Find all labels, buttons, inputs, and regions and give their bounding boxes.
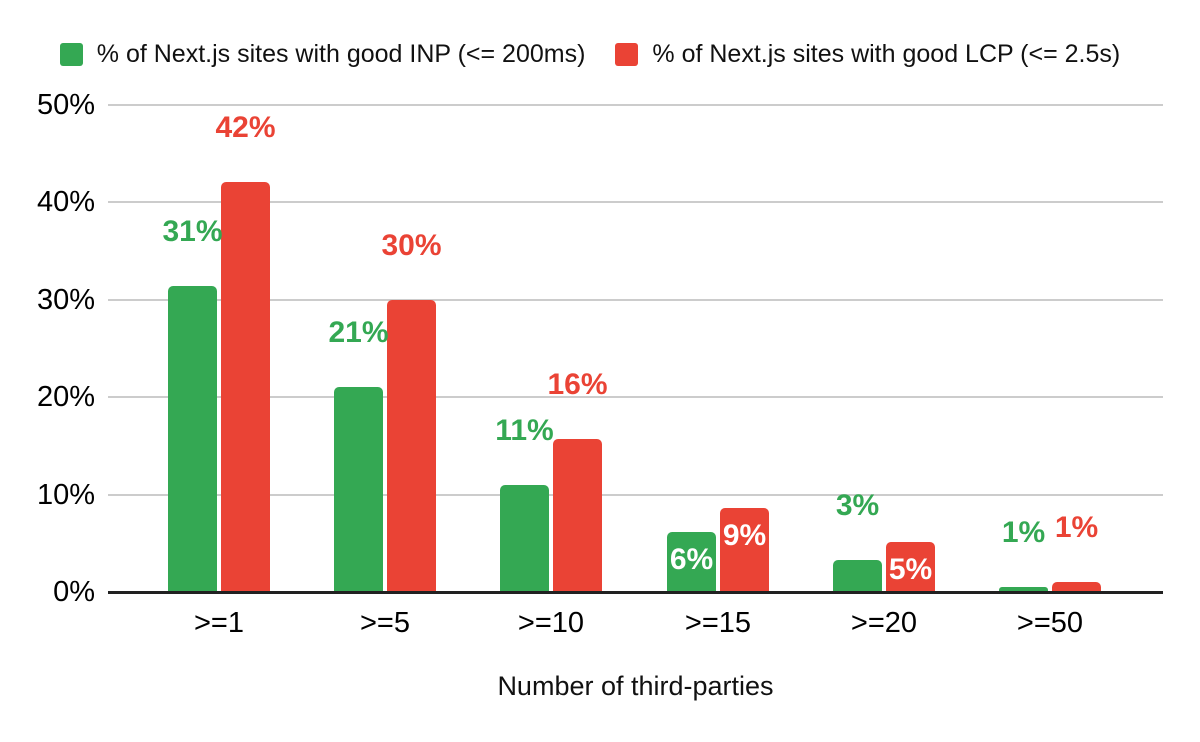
y-axis-tick-label: 20% (36, 381, 95, 413)
bar-inp (500, 485, 549, 592)
y-axis-tick-label: 30% (36, 284, 95, 316)
gridline (108, 494, 1163, 496)
x-axis-category-label: >=10 (517, 607, 585, 639)
y-axis-tick-label: 0% (53, 576, 95, 608)
bar-value-label: 9% (722, 519, 767, 552)
y-axis-tick-label: 50% (36, 89, 95, 121)
bar-value-label: 21% (328, 316, 389, 349)
chart-legend: % of Next.js sites with good INP (<= 200… (0, 38, 1180, 70)
bar-value-label: 6% (669, 543, 714, 576)
bar-lcp (221, 182, 270, 592)
inp-legend-swatch-icon (59, 42, 83, 66)
bar-inp (168, 286, 217, 592)
bar-value-label: 1% (1001, 516, 1046, 549)
bar-lcp (720, 508, 769, 592)
bar-lcp (387, 300, 436, 592)
bar-value-label: 1% (1054, 511, 1099, 544)
x-axis-category-label: >=20 (850, 607, 918, 639)
gridline (108, 201, 1163, 203)
bar-value-label: 16% (547, 368, 608, 401)
bar-lcp (553, 439, 602, 592)
lcp-legend-swatch-icon (615, 42, 639, 66)
y-axis-tick-label: 10% (36, 479, 95, 511)
bar-inp (334, 387, 383, 592)
gridline (108, 299, 1163, 301)
bar-value-label: 3% (835, 489, 880, 522)
bar-value-label: 42% (215, 111, 276, 144)
x-axis-category-label: >=1 (194, 607, 244, 639)
bar-inp (833, 560, 882, 592)
bar-inp (667, 532, 716, 592)
x-axis-category-label: >=5 (360, 607, 410, 639)
bar-lcp (886, 542, 935, 592)
bar-value-label: 30% (381, 229, 442, 262)
lcp-legend-label: % of Next.js sites with good LCP (<= 2.5… (652, 39, 1121, 68)
legend-item-lcp: % of Next.js sites with good LCP (<= 2.5… (615, 40, 1120, 69)
y-axis-tick-label: 40% (36, 186, 95, 218)
bar-value-label: 11% (495, 414, 554, 447)
gridline (108, 104, 1163, 106)
x-axis-title: Number of third-parties (497, 671, 774, 701)
legend-item-inp: % of Next.js sites with good INP (<= 200… (59, 39, 586, 69)
x-axis-category-label: >=15 (684, 607, 752, 639)
bar-inp (999, 587, 1048, 592)
x-axis-line (108, 591, 1163, 594)
inp-legend-label: % of Next.js sites with good INP (<= 200… (96, 39, 586, 68)
bar-value-label: 31% (162, 215, 223, 248)
bar-value-label: 5% (888, 553, 933, 586)
gridline (108, 396, 1163, 398)
x-axis-category-label: >=50 (1016, 607, 1084, 639)
bar-lcp (1052, 582, 1101, 592)
